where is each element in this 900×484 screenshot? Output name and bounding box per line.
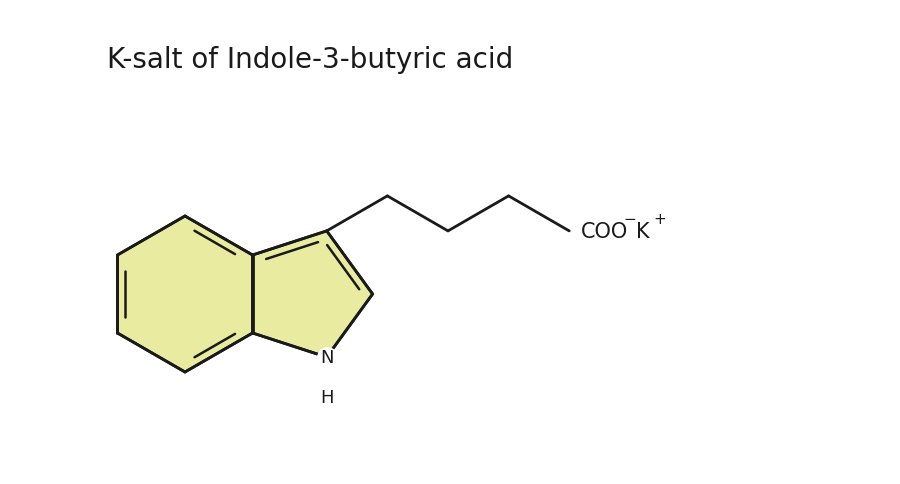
Text: −: − <box>623 212 636 227</box>
Text: N: N <box>320 348 334 366</box>
Text: H: H <box>320 388 334 406</box>
Polygon shape <box>118 216 253 372</box>
Text: +: + <box>653 212 666 227</box>
Polygon shape <box>253 231 373 357</box>
Text: K-salt of Indole-3-butyric acid: K-salt of Indole-3-butyric acid <box>107 46 513 74</box>
Text: COO: COO <box>581 222 628 242</box>
Text: K: K <box>636 222 650 242</box>
